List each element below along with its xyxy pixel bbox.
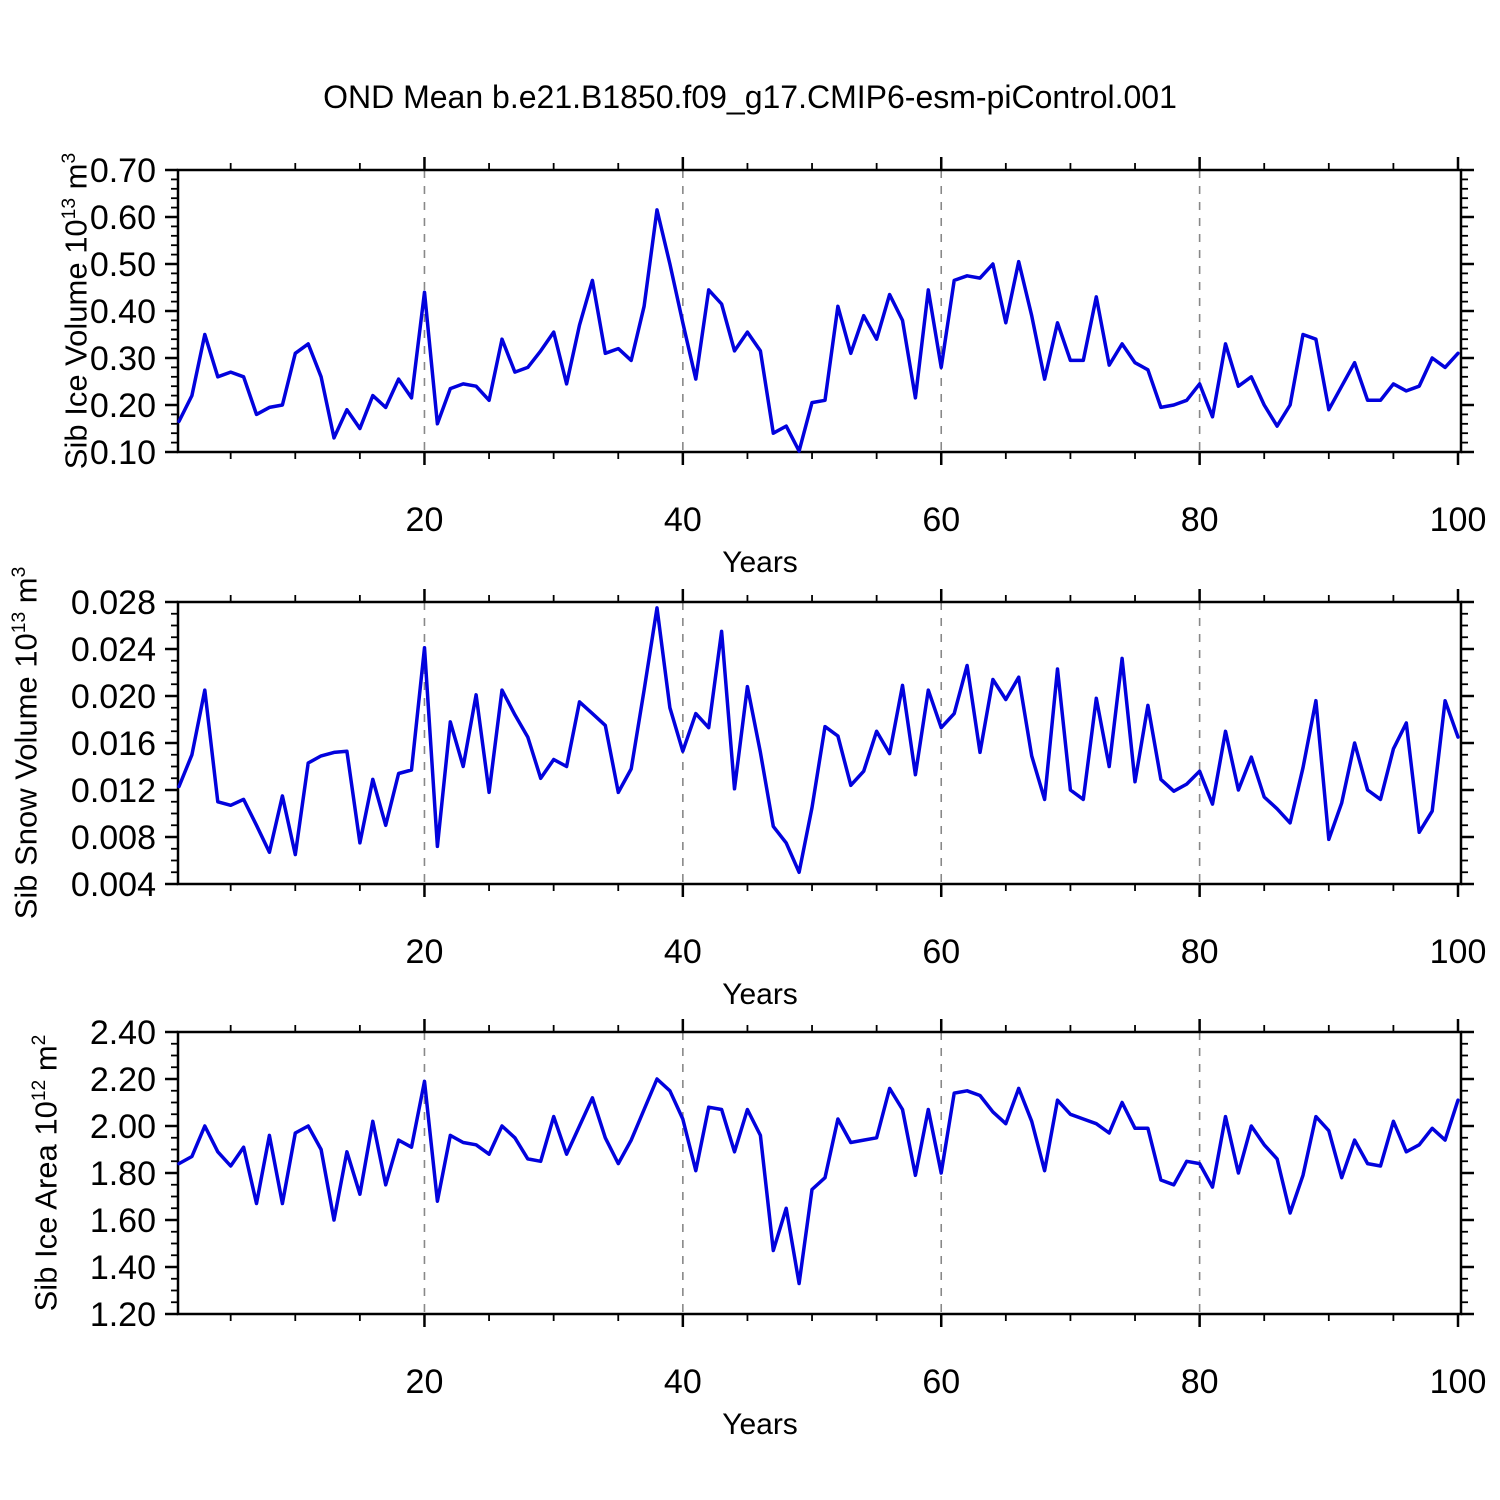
y-tick-label: 0.012 xyxy=(71,772,156,810)
y-tick-label: 0.024 xyxy=(71,631,156,669)
x-tick-label: 100 xyxy=(1430,1363,1487,1401)
y-tick-label: 0.10 xyxy=(90,434,156,472)
y-tick-label: 0.40 xyxy=(90,293,156,331)
y-tick-label: 2.00 xyxy=(90,1108,156,1146)
series-line-sib-ice-area xyxy=(177,1077,1460,1286)
y-tick-label: 1.40 xyxy=(90,1249,156,1287)
y-tick-label: 0.60 xyxy=(90,199,156,237)
x-tick-label: 100 xyxy=(1430,933,1487,971)
x-tick-label: 20 xyxy=(406,1363,444,1401)
y-tick-label: 0.016 xyxy=(71,725,156,763)
panel-sib-snow-volume: 20 40 60 80 100 0.004 0.008 0.012 0.016 0.020 0.02… xyxy=(71,584,1486,971)
y-tick-label: 0.020 xyxy=(71,678,156,716)
x-tick-label: 80 xyxy=(1181,501,1219,539)
panel-sib-ice-area: 20 40 60 80 100 1.20 1.40 1.60 1.80 2.00 2.20 2.40 xyxy=(90,1014,1487,1401)
y-tick-label: 2.40 xyxy=(90,1014,156,1052)
x-axis-title-1: Years xyxy=(722,546,798,579)
x-axis-title-3: Years xyxy=(722,1408,798,1441)
y-tick-label: 1.60 xyxy=(90,1202,156,1240)
x-tick-label: 40 xyxy=(664,933,702,971)
y-tick-label: 2.20 xyxy=(90,1061,156,1099)
x-tick-label: 40 xyxy=(664,1363,702,1401)
x-tick-label: 20 xyxy=(406,501,444,539)
plot-frame xyxy=(176,1030,1463,1316)
x-tick-label: 60 xyxy=(922,933,960,971)
panel-sib-ice-volume: 20 40 60 80 100 0.10 0.20 0.30 0.40 0.50 0.60 0.70 xyxy=(90,152,1487,539)
x-tick-label: 80 xyxy=(1181,933,1219,971)
y-axis-title-ice-area: Sib Ice Area 1012 m2 xyxy=(28,1034,64,1312)
y-tick-label: 0.30 xyxy=(90,340,156,378)
y-tick-label: 1.80 xyxy=(90,1155,156,1193)
y-tick-label: 0.20 xyxy=(90,387,156,425)
x-tick-label: 40 xyxy=(664,501,702,539)
y-tick-label: 0.70 xyxy=(90,152,156,190)
x-tick-label: 100 xyxy=(1430,501,1487,539)
x-axis-title-2: Years xyxy=(722,978,798,1011)
x-tick-label: 60 xyxy=(922,1363,960,1401)
x-tick-label: 80 xyxy=(1181,1363,1219,1401)
series-line-sib-snow-volume xyxy=(177,606,1460,875)
x-tick-label: 60 xyxy=(922,501,960,539)
series-line-sib-ice-volume xyxy=(177,208,1460,453)
figure-title: OND Mean b.e21.B1850.f09_g17.CMIP6-esm-p… xyxy=(323,79,1177,115)
x-tick-label: 20 xyxy=(406,933,444,971)
plot-frame xyxy=(176,600,1463,886)
y-tick-label: 0.004 xyxy=(71,866,156,904)
y-axis-title-ice-volume: Sib Ice Volume 1013 m3 xyxy=(58,152,94,470)
y-tick-label: 0.028 xyxy=(71,584,156,622)
y-tick-label: 0.008 xyxy=(71,819,156,857)
y-tick-label: 0.50 xyxy=(90,246,156,284)
y-tick-label: 1.20 xyxy=(90,1296,156,1334)
